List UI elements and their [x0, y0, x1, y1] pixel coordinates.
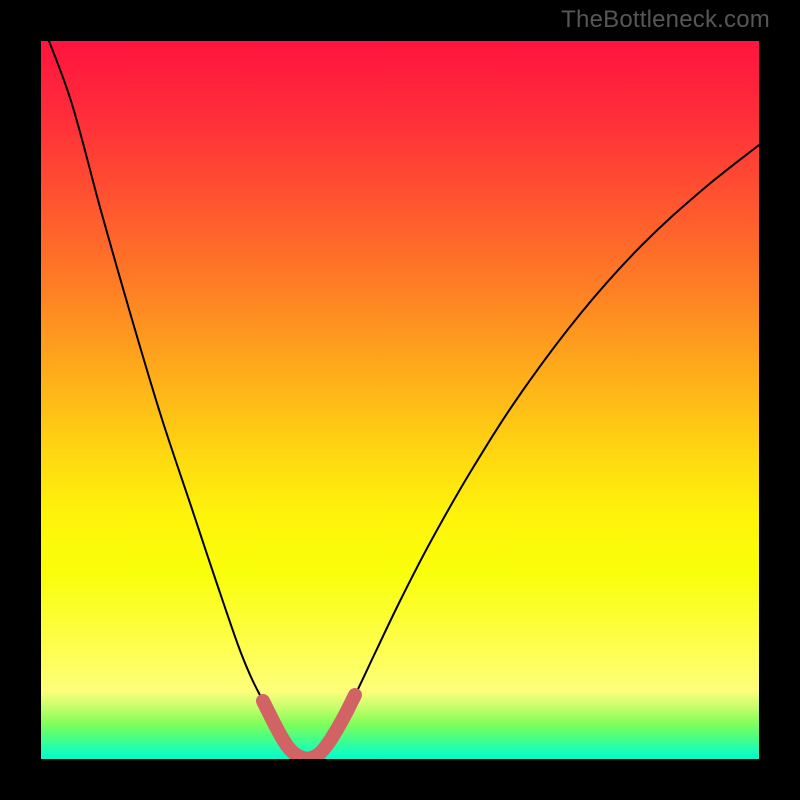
plot-area — [41, 41, 759, 759]
gradient-background — [41, 41, 759, 759]
bottleneck-curve-chart — [41, 41, 759, 759]
watermark-text: TheBottleneck.com — [561, 6, 770, 34]
chart-frame: TheBottleneck.com — [0, 0, 800, 800]
